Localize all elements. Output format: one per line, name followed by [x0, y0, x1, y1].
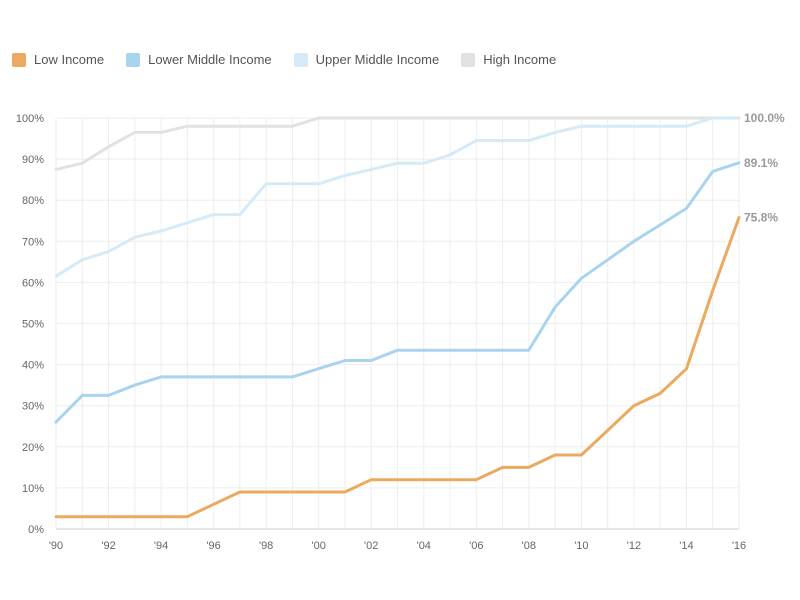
y-tick-label: 90%	[22, 154, 44, 166]
legend-label-low-income: Low Income	[34, 52, 105, 67]
x-tick-label: '90	[49, 540, 63, 552]
x-tick-label: '10	[574, 540, 588, 552]
y-tick-label: 20%	[22, 442, 44, 454]
x-tick-label: '02	[364, 540, 378, 552]
series-line-lower-middle-income	[54, 161, 741, 424]
legend-swatch-upper-middle-income	[293, 52, 308, 67]
x-tick-label: '96	[206, 540, 220, 552]
y-tick-label: 0%	[28, 524, 44, 536]
legend-swatch-low-income	[12, 52, 26, 67]
legend-label-upper-middle-income: Upper Middle Income	[315, 52, 440, 67]
x-tick-label: '08	[522, 540, 536, 552]
y-tick-label: 100%	[16, 113, 44, 125]
legend-item-lower-middle-income[interactable]: Lower Middle Income	[126, 52, 272, 67]
end-label-low-income: 75.8%	[744, 210, 778, 224]
end-label-high-income: 100.0%	[744, 111, 785, 125]
x-tick-label: '04	[417, 540, 431, 552]
end-label-lower-middle-income: 89.1%	[744, 156, 778, 170]
legend-item-high-income[interactable]: High Income	[461, 52, 556, 67]
y-tick-label: 80%	[22, 195, 44, 207]
series-line-upper-middle-income	[54, 116, 741, 278]
legend-label-lower-middle-income: Lower Middle Income	[148, 52, 272, 67]
series-line-high-income	[54, 116, 741, 171]
y-tick-label: 10%	[22, 483, 44, 495]
x-tick-label: '00	[312, 540, 326, 552]
x-tick-label: '06	[469, 540, 483, 552]
y-tick-label: 30%	[22, 401, 44, 413]
y-tick-label: 60%	[22, 277, 44, 289]
series-line-low-income	[54, 216, 741, 519]
x-tick-label: '14	[679, 540, 693, 552]
y-tick-label: 70%	[22, 236, 44, 248]
x-tick-label: '98	[259, 540, 273, 552]
x-tick-label: '94	[154, 540, 168, 552]
chart-legend: Low Income Lower Middle Income Upper Mid…	[12, 52, 556, 67]
legend-item-low-income[interactable]: Low Income	[12, 52, 104, 67]
x-tick-label: '16	[732, 540, 746, 552]
legend-swatch-lower-middle-income	[126, 52, 141, 67]
legend-swatch-high-income	[461, 52, 476, 67]
y-tick-label: 40%	[22, 360, 44, 372]
y-tick-label: 50%	[22, 319, 44, 331]
legend-item-upper-middle-income[interactable]: Upper Middle Income	[293, 52, 440, 67]
x-tick-label: '92	[101, 540, 115, 552]
legend-label-high-income: High Income	[483, 52, 557, 67]
x-tick-label: '12	[627, 540, 641, 552]
